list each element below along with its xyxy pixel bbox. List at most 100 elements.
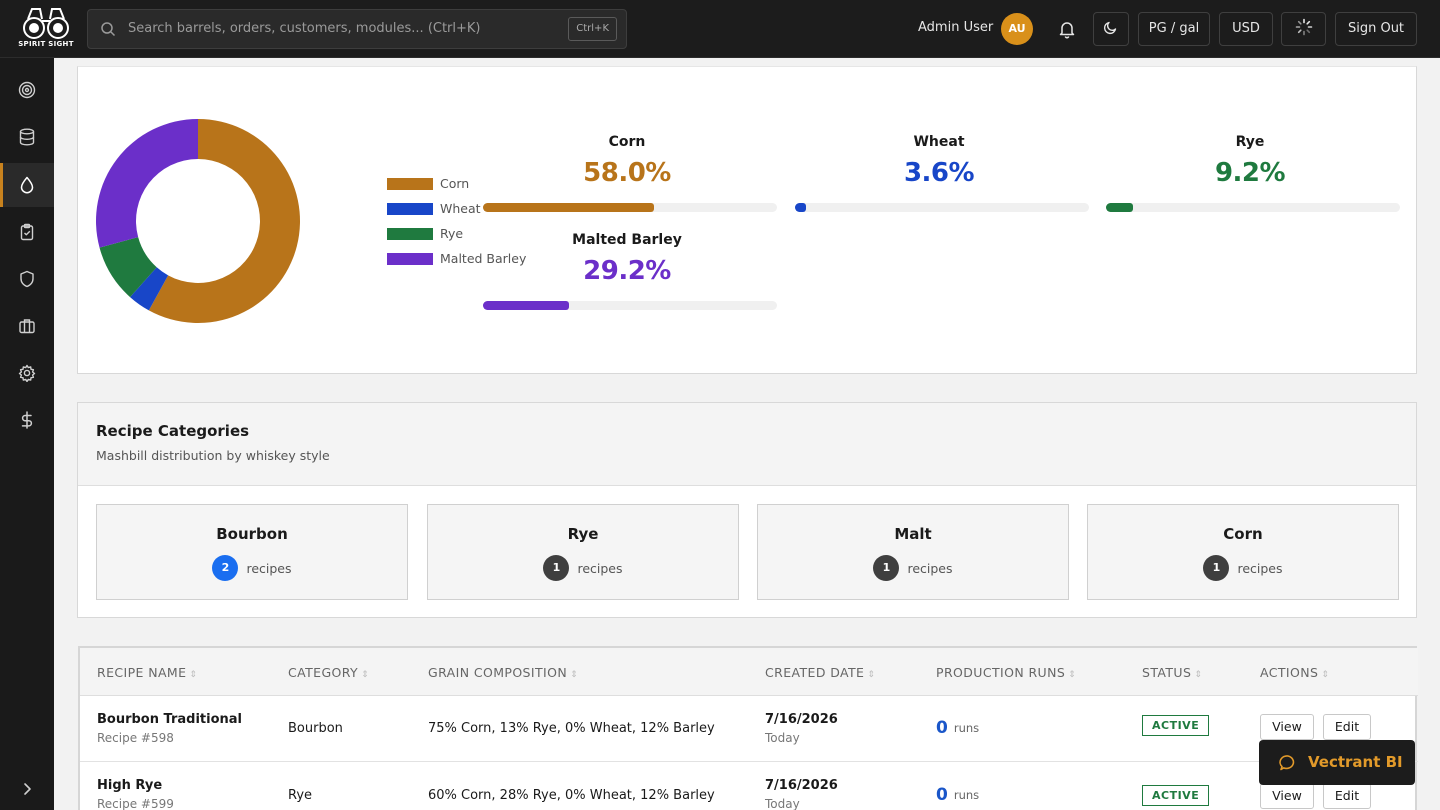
edit-button[interactable]: Edit — [1323, 714, 1371, 740]
category-name: Rye — [567, 525, 599, 543]
dollar-icon — [21, 411, 33, 429]
column-header-grain-composition[interactable]: GRAIN COMPOSITION ⇕ — [428, 665, 579, 680]
user-name: Admin User — [918, 20, 994, 35]
theme-toggle-button[interactable] — [1093, 12, 1129, 46]
chat-widget-label: Vectrant BI — [1308, 753, 1403, 771]
column-header-actions: ACTIONS ⇕ — [1260, 665, 1330, 680]
sidebar-item-settings[interactable] — [0, 351, 54, 395]
table-row: High Rye Recipe #599 Rye 60% Corn, 28% R… — [80, 763, 1418, 810]
grain-stat-malted-barley: Malted Barley 29.2% — [480, 232, 774, 286]
grain-name: Corn — [608, 134, 646, 150]
created-date: 7/16/2026 — [765, 712, 838, 727]
table-row: Bourbon Traditional Recipe #598 Bourbon … — [80, 696, 1418, 762]
categories-header: Recipe Categories Mashbill distribution … — [78, 403, 1416, 486]
recipe-name[interactable]: Bourbon Traditional — [97, 712, 242, 727]
production-runs-unit: runs — [953, 721, 980, 735]
grain-progress-bar — [795, 203, 1089, 212]
grain-stat-rye: Rye 9.2% — [1103, 134, 1397, 188]
sidebar-item-dashboard[interactable] — [0, 68, 54, 112]
sidebar-item-business[interactable] — [0, 304, 54, 348]
status-badge: ACTIVE — [1142, 715, 1210, 736]
search-icon — [101, 22, 116, 37]
column-header-status[interactable]: STATUS ⇕ — [1142, 665, 1203, 680]
sidebar-item-orders[interactable] — [0, 210, 54, 254]
column-header-category[interactable]: CATEGORY ⇕ — [288, 665, 370, 680]
avatar[interactable]: AU — [1001, 13, 1033, 45]
column-header-recipe-name[interactable]: RECIPE NAME ⇕ — [97, 665, 198, 680]
view-button[interactable]: View — [1260, 714, 1314, 740]
logo-wordmark: SPIRIT SIGHT — [18, 40, 74, 48]
created-date: 7/16/2026 — [765, 778, 838, 793]
recipe-categories-card: Recipe Categories Mashbill distribution … — [77, 402, 1417, 618]
vectrant-bi-chat-button[interactable]: Vectrant BI — [1259, 740, 1415, 785]
grain-progress-fill — [483, 203, 654, 212]
column-header-created-date[interactable]: CREATED DATE ⇕ — [765, 665, 876, 680]
sidebar-item-compliance[interactable] — [0, 257, 54, 301]
legend-label: Wheat — [440, 201, 481, 216]
chevron-right-icon[interactable] — [18, 780, 36, 798]
currency-button[interactable]: USD — [1219, 12, 1273, 46]
grain-stat-corn: Corn 58.0% — [480, 134, 774, 188]
column-header-production-runs[interactable]: PRODUCTION RUNS ⇕ — [936, 665, 1077, 680]
category-name: Bourbon — [216, 525, 288, 543]
donut-slice-malted-barley[interactable] — [96, 119, 198, 248]
top-bar: SPIRIT SIGHT Search barrels, orders, cus… — [0, 0, 1440, 58]
grain-progress-bar — [483, 301, 777, 310]
edit-button[interactable]: Edit — [1323, 783, 1371, 809]
recipe-category: Rye — [288, 788, 313, 803]
category-count-badge: 2 — [212, 555, 239, 581]
category-count-badge: 1 — [543, 555, 570, 581]
search-placeholder: Search barrels, orders, customers, modul… — [128, 21, 481, 36]
category-card-malt[interactable]: Malt 1 recipes — [757, 504, 1069, 600]
bell-icon[interactable] — [1057, 19, 1077, 39]
donut-slice-corn[interactable] — [148, 119, 300, 323]
legend-swatch — [387, 228, 433, 240]
legend-swatch — [387, 178, 433, 190]
category-name: Corn — [1223, 525, 1263, 543]
category-count-unit: recipes — [1237, 560, 1283, 576]
legend-label: Malted Barley — [440, 251, 527, 266]
category-count-badge: 1 — [873, 555, 900, 581]
category-count-unit: recipes — [246, 560, 292, 576]
category-card-rye[interactable]: Rye 1 recipes — [427, 504, 739, 600]
category-count-badge: 1 — [1203, 555, 1230, 581]
donut-slice-rye[interactable] — [99, 237, 157, 298]
grain-percent: 29.2% — [583, 256, 671, 286]
grain-percent: 9.2% — [1214, 158, 1286, 188]
sidebar — [0, 58, 54, 810]
sidebar-item-recipes[interactable] — [0, 163, 54, 207]
donut-slice-wheat[interactable] — [130, 267, 169, 311]
global-search[interactable]: Search barrels, orders, customers, modul… — [87, 9, 627, 49]
legend-swatch — [387, 203, 433, 215]
grain-progress-fill — [483, 301, 569, 310]
category-count-unit: recipes — [907, 560, 953, 576]
database-icon — [19, 128, 35, 146]
legend-swatch — [387, 253, 433, 265]
grain-composition: 60% Corn, 28% Rye, 0% Wheat, 12% Barley — [428, 788, 715, 803]
recipe-category: Bourbon — [288, 721, 343, 736]
sync-button[interactable] — [1281, 12, 1326, 46]
target-icon — [18, 81, 36, 99]
recipe-id: Recipe #599 — [97, 797, 174, 810]
gear-icon — [18, 364, 36, 382]
category-card-corn[interactable]: Corn 1 recipes — [1087, 504, 1399, 600]
chat-bubble-icon — [1279, 755, 1295, 771]
category-card-bourbon[interactable]: Bourbon 2 recipes — [96, 504, 408, 600]
binoculars-icon — [23, 8, 69, 39]
view-button[interactable]: View — [1260, 783, 1314, 809]
spirit-sight-logo[interactable]: SPIRIT SIGHT — [18, 6, 74, 52]
clipboard-icon — [20, 223, 34, 241]
grain-name: Malted Barley — [572, 232, 682, 248]
sidebar-item-finance[interactable] — [0, 398, 54, 442]
category-count-unit: recipes — [577, 560, 623, 576]
recipe-name[interactable]: High Rye — [97, 778, 163, 793]
sign-out-button[interactable]: Sign Out — [1335, 12, 1417, 46]
grain-progress-fill — [795, 203, 806, 212]
created-date-relative: Today — [765, 731, 800, 745]
sidebar-item-inventory[interactable] — [0, 115, 54, 159]
briefcase-icon — [19, 319, 35, 334]
grain-donut-chart — [96, 119, 300, 323]
unit-toggle-button[interactable]: PG / gal — [1138, 12, 1210, 46]
production-runs-count: 0 — [936, 785, 948, 805]
recipes-table: RECIPE NAME ⇕ CATEGORY ⇕ GRAIN COMPOSITION… — [78, 646, 1418, 810]
